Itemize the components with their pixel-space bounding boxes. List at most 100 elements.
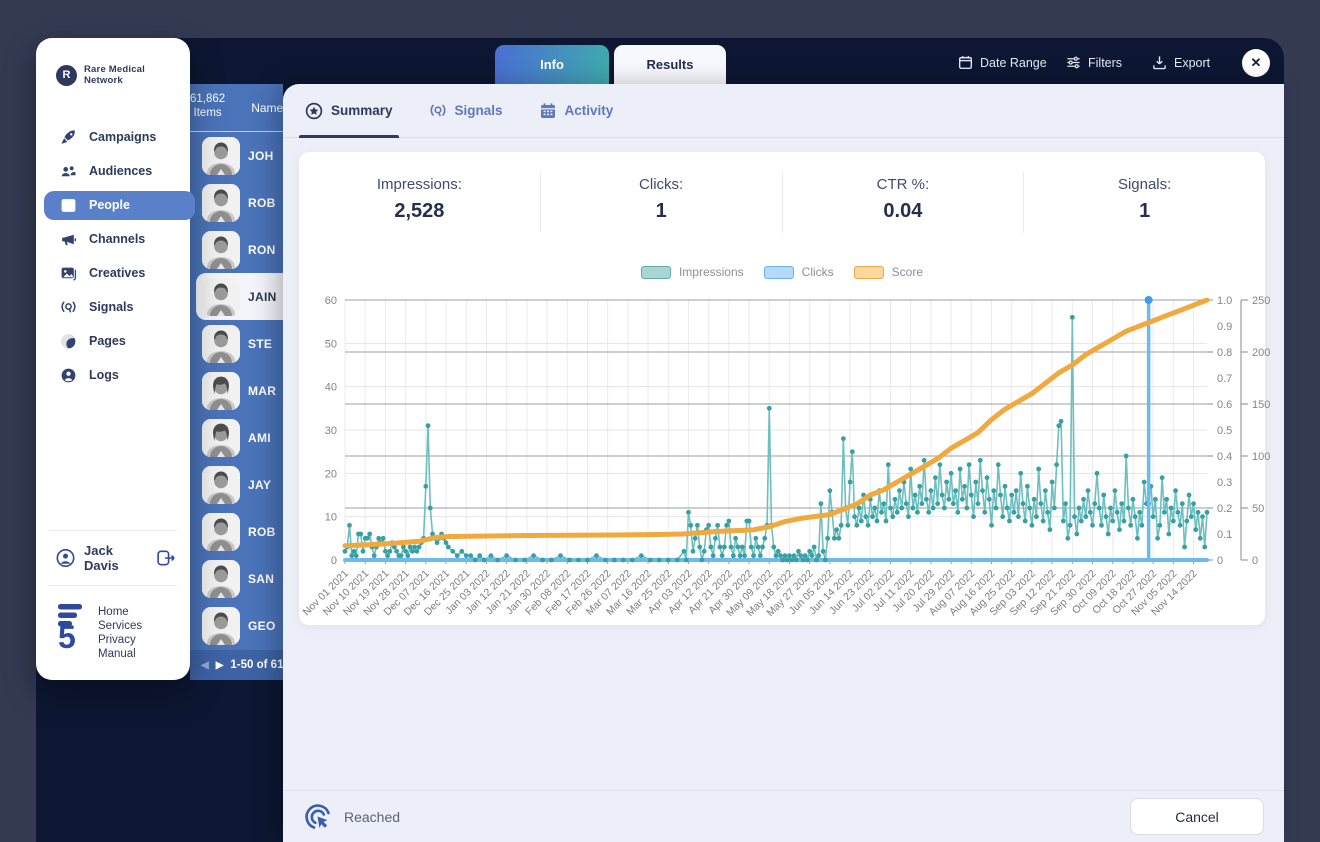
tab-results[interactable]: Results <box>614 45 726 84</box>
user-row[interactable]: Jack Davis <box>36 531 190 585</box>
person-name: JOH <box>248 148 274 163</box>
app-logo: R Rare Medical Network <box>36 38 190 86</box>
export-button[interactable]: Export <box>1152 55 1210 70</box>
calendar-grid-icon <box>539 102 557 120</box>
date-range-button[interactable]: Date Range <box>958 55 1047 70</box>
tab-summary[interactable]: Summary <box>299 84 399 138</box>
footer-link-home[interactable]: Home <box>98 606 129 618</box>
tab-label: Summary <box>331 103 393 118</box>
svg-text:0: 0 <box>1217 555 1223 567</box>
person-avatar <box>202 136 240 175</box>
sidebar-item-channels[interactable]: Channels <box>36 225 190 254</box>
modal-tabs: Summary Signals Activity <box>283 84 1284 138</box>
svg-text:0.5: 0.5 <box>1217 425 1232 437</box>
stat-value: 2,528 <box>394 200 445 222</box>
svg-text:200: 200 <box>1252 347 1270 359</box>
person-avatar <box>202 371 240 410</box>
filters-button[interactable]: Filters <box>1066 55 1122 70</box>
person-row[interactable]: JOH <box>190 132 283 179</box>
modal-footer: Reached Cancel <box>283 790 1284 842</box>
person-name: GEO <box>248 618 276 633</box>
sidebar: R Rare Medical Network Campaigns Audience… <box>36 38 195 680</box>
pagination-next-icon[interactable]: ▶ <box>215 659 224 671</box>
sidebar-item-label: Signals <box>89 300 134 314</box>
sidebar-item-logs[interactable]: Logs <box>36 361 190 390</box>
summary-card: Impressions: 2,528 Clicks: 1 CTR %: 0.04 Signa… <box>299 152 1271 625</box>
cancel-button[interactable]: Cancel <box>1130 798 1264 835</box>
legend-label: Clicks <box>801 265 834 279</box>
person-row[interactable]: GEO <box>190 602 283 649</box>
svg-text:50: 50 <box>325 338 337 350</box>
close-icon[interactable]: ✕ <box>1242 49 1270 77</box>
reached-label: Reached <box>344 808 401 825</box>
sidebar-item-pages[interactable]: Pages <box>36 327 190 356</box>
tab-info[interactable]: Info <box>495 45 609 84</box>
pagination-label: 1-50 of 61,862 <box>230 659 283 671</box>
person-row[interactable]: AMI <box>190 414 283 461</box>
tab-signals[interactable]: Signals <box>429 84 503 137</box>
person-row[interactable]: RON <box>190 226 283 273</box>
svg-text:0: 0 <box>331 555 337 567</box>
person-row[interactable]: STE <box>190 320 283 367</box>
people-panel: 61,862 Items Name JOH ROB RON JAIN STE MAR AMI… <box>190 84 283 680</box>
person-name: AMI <box>248 430 271 445</box>
svg-text:10: 10 <box>325 512 337 524</box>
svg-text:40: 40 <box>325 382 337 394</box>
sidebar-item-label: Campaigns <box>89 130 157 144</box>
sidebar-item-signals[interactable]: Signals <box>36 293 190 322</box>
results-modal: Summary Signals Activity Impressions: 2,528… <box>283 84 1284 842</box>
stat-label: Impressions: <box>376 176 462 193</box>
tab-label: Activity <box>564 103 614 118</box>
stats-row: Impressions: 2,528 Clicks: 1 CTR %: 0.04 Signa… <box>299 152 1265 233</box>
person-row[interactable]: JAY <box>190 461 283 508</box>
stat-ctr: CTR %: 0.04 <box>783 172 1025 233</box>
legend-swatch <box>640 265 671 279</box>
megaphone-icon <box>60 231 77 248</box>
svg-text:60: 60 <box>325 295 337 307</box>
sidebar-item-label: Audiences <box>89 164 153 178</box>
sidebar-item-creatives[interactable]: Creatives <box>36 259 190 288</box>
sidebar-item-people[interactable]: People <box>44 190 195 220</box>
stat-label: Clicks: <box>639 176 684 193</box>
person-avatar <box>202 465 240 504</box>
person-row[interactable]: ROB <box>190 508 283 555</box>
svg-text:30: 30 <box>325 425 337 437</box>
footer-link-privacy[interactable]: Privacy <box>98 634 136 646</box>
person-avatar <box>202 512 240 551</box>
legend-item-impressions[interactable]: Impressions <box>640 265 744 279</box>
svg-text:250: 250 <box>1252 295 1270 307</box>
stat-value: 1 <box>1139 200 1151 222</box>
legend-label: Impressions <box>678 265 744 279</box>
svg-text:1.0: 1.0 <box>1217 295 1232 307</box>
logo-icon: R <box>56 64 77 86</box>
person-name: STE <box>248 336 273 351</box>
person-name: JAIN <box>248 289 277 304</box>
sidebar-item-label: Logs <box>89 368 119 382</box>
person-row[interactable]: ROB <box>190 179 283 226</box>
svg-text:0.7: 0.7 <box>1217 373 1232 385</box>
logout-icon[interactable] <box>157 550 176 566</box>
footer-brand: 5 Home Services Privacy Manual <box>36 586 190 680</box>
person-row[interactable]: JAIN <box>196 273 283 320</box>
five-logo-icon: 5 <box>58 604 82 650</box>
legend-item-clicks[interactable]: Clicks <box>763 265 834 279</box>
person-avatar <box>202 559 240 598</box>
svg-text:50: 50 <box>1252 503 1264 515</box>
svg-text:5: 5 <box>58 619 76 650</box>
person-row[interactable]: MAR <box>190 367 283 414</box>
stat-value: 1 <box>655 200 667 222</box>
svg-text:0: 0 <box>1252 555 1258 567</box>
legend-item-score[interactable]: Score <box>853 265 923 279</box>
person-name: ROB <box>248 524 276 539</box>
reached-status: Reached <box>303 802 400 832</box>
pagination-prev-icon[interactable]: ◀ <box>201 659 209 671</box>
person-row[interactable]: SAN <box>190 555 283 602</box>
stat-label: Signals: <box>1117 176 1172 193</box>
sidebar-item-audiences[interactable]: Audiences <box>36 157 190 186</box>
sidebar-item-campaigns[interactable]: Campaigns <box>36 123 190 152</box>
tab-activity[interactable]: Activity <box>539 84 614 137</box>
footer-link-services[interactable]: Services <box>98 620 143 632</box>
image-icon <box>60 265 77 282</box>
footer-link-manual[interactable]: Manual <box>98 648 136 660</box>
